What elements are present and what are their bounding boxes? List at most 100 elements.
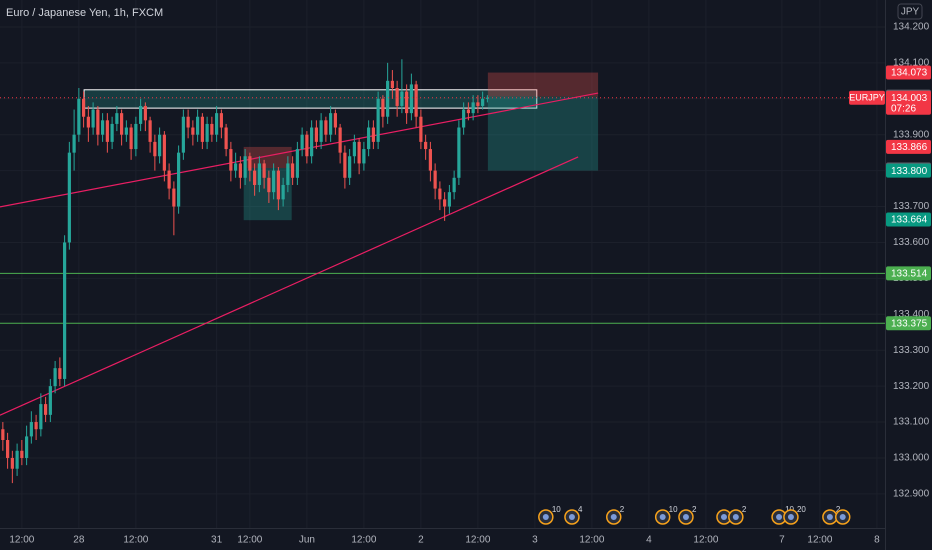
candle-body xyxy=(96,109,100,135)
candle-body xyxy=(267,177,271,193)
candle-body xyxy=(295,149,299,178)
x-tick-label: 12:00 xyxy=(465,535,490,546)
candle-body xyxy=(253,170,257,185)
event-icon-dot xyxy=(776,514,783,520)
candle-body xyxy=(63,242,67,379)
candle-body xyxy=(329,113,333,135)
candle-body xyxy=(148,120,152,142)
candle-body xyxy=(376,98,380,142)
event-count: 20 xyxy=(797,505,806,514)
x-tick-label: 4 xyxy=(646,535,652,546)
trend-line xyxy=(0,156,579,416)
x-tick-label: 12:00 xyxy=(123,535,148,546)
axis-layer: 132.900 133.000 133.100 133.200 133.300 133.4… xyxy=(9,22,931,546)
x-tick-label: 2 xyxy=(418,535,424,546)
candle-body xyxy=(424,141,428,150)
candle-body xyxy=(91,109,95,128)
candle-body xyxy=(34,422,38,430)
candle-body xyxy=(25,436,29,458)
x-tick-label: 12:00 xyxy=(693,535,718,546)
candle-body xyxy=(357,141,361,164)
candle-body xyxy=(77,98,81,135)
candle-body xyxy=(205,123,209,142)
candle-body xyxy=(1,429,5,440)
candle-body xyxy=(72,134,76,153)
event-count: 2 xyxy=(742,505,747,514)
candle-body xyxy=(105,120,109,142)
candle-body xyxy=(257,163,261,185)
currency[interactable]: JPY xyxy=(901,7,920,18)
symbol-tag-label: EURJPY xyxy=(849,93,885,103)
candle-body xyxy=(20,450,24,458)
candle-body xyxy=(58,368,62,379)
x-tick-label: 28 xyxy=(73,535,85,546)
event-count: 4 xyxy=(578,505,583,514)
y-tick-label: 133.100 xyxy=(893,417,930,428)
candle-body xyxy=(405,91,409,114)
x-tick-label: 12:00 xyxy=(351,535,376,546)
candle-body xyxy=(215,113,219,135)
candle-body xyxy=(6,440,10,458)
zone xyxy=(487,96,599,171)
price-tag-label: 133.866 xyxy=(891,142,928,153)
zone xyxy=(243,146,292,169)
candle-body xyxy=(348,156,352,178)
candle-body xyxy=(390,80,394,88)
candle-body xyxy=(466,109,470,114)
candle-body xyxy=(167,170,171,189)
x-tick-label: 31 xyxy=(211,535,223,546)
candle-body xyxy=(248,156,252,171)
x-tick-label: 12:00 xyxy=(807,535,832,546)
candle-body xyxy=(443,199,447,207)
event-icon-dot xyxy=(732,514,739,520)
candle-body xyxy=(476,102,480,106)
candle-body xyxy=(86,116,90,128)
candle-body xyxy=(120,113,124,135)
chart-title: Euro / Japanese Yen, 1h, FXCM xyxy=(6,7,163,19)
currency-box[interactable] xyxy=(897,3,923,20)
x-tick-label: 12:00 xyxy=(237,535,262,546)
candle-body xyxy=(452,177,456,193)
candle-body xyxy=(362,149,366,164)
candle-body xyxy=(238,163,242,178)
candle-body xyxy=(181,116,185,153)
candle-body xyxy=(438,188,442,200)
candle-body xyxy=(67,152,71,243)
last-price-label: 134.003 xyxy=(891,93,928,104)
candle-body xyxy=(15,450,19,469)
y-tick-label: 133.300 xyxy=(893,345,930,356)
candle-body xyxy=(134,123,138,150)
y-tick-label: 134.200 xyxy=(893,22,930,33)
candle-body xyxy=(395,88,399,106)
candle-body xyxy=(338,127,342,153)
x-tick-label: 8 xyxy=(874,535,880,546)
event-count: 10 xyxy=(552,505,561,514)
countdown-label: 07:26 xyxy=(891,103,916,114)
event-count: 2 xyxy=(836,505,841,514)
candle-body xyxy=(82,98,86,117)
event-icon-dot xyxy=(826,514,833,520)
price-tag xyxy=(886,139,931,154)
event-icon-dot xyxy=(610,514,617,520)
candle-body xyxy=(162,134,166,171)
y-tick-label: 132.900 xyxy=(893,489,930,500)
candle-body xyxy=(243,156,247,178)
price-tag-label: 134.073 xyxy=(891,68,928,79)
candle-body xyxy=(343,152,347,178)
candle-body xyxy=(414,84,418,117)
event-icon-dot xyxy=(542,514,549,520)
candle-body xyxy=(305,134,309,157)
candle-body xyxy=(281,184,285,200)
price-tag xyxy=(886,212,931,227)
candle-body xyxy=(53,368,57,387)
candle-body xyxy=(286,163,290,185)
candle-body xyxy=(129,127,133,150)
candle-body xyxy=(419,116,423,142)
price-tag xyxy=(886,163,931,178)
event-icon-dot xyxy=(787,514,794,520)
candle-body xyxy=(310,127,314,157)
candle-body xyxy=(115,113,119,124)
x-tick-label: 3 xyxy=(532,535,538,546)
candle-body xyxy=(219,113,223,128)
